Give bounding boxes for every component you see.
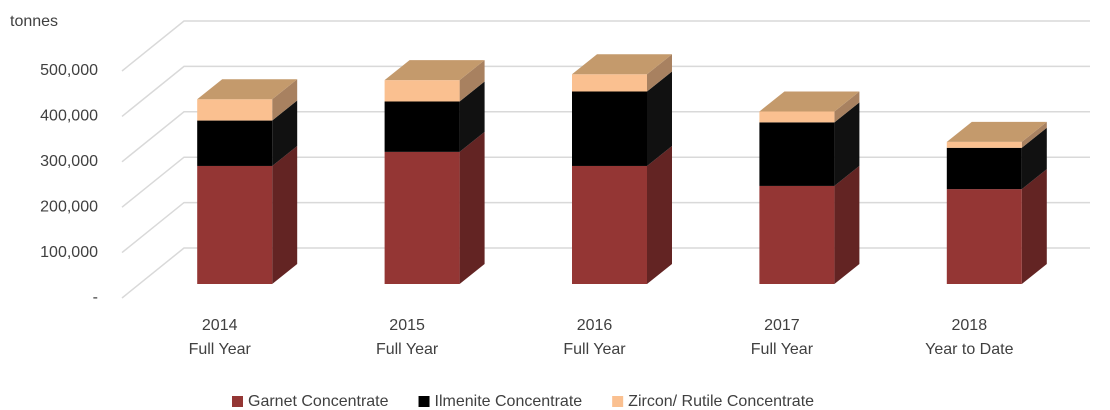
bar-side xyxy=(834,91,860,123)
legend-label: Ilmenite Concentrate xyxy=(435,393,583,410)
legend-swatch xyxy=(612,396,624,407)
x-tick-label: Full Year xyxy=(189,341,252,358)
bar-side xyxy=(647,71,672,166)
bar-side xyxy=(834,102,860,186)
bar-front xyxy=(759,185,835,284)
bar-top xyxy=(197,79,298,100)
bar-segment xyxy=(197,100,298,166)
bar-front xyxy=(384,80,460,102)
x-tick-label: Year to Date xyxy=(925,341,1013,358)
y-axis-label: tonnes xyxy=(10,13,58,30)
bar-front xyxy=(384,151,460,284)
y-tick-label: 300,000 xyxy=(40,153,98,170)
y-tick-label: - xyxy=(93,289,98,306)
legend-swatch xyxy=(232,396,243,407)
x-tick-label: Full Year xyxy=(376,341,439,358)
bar-front xyxy=(197,99,273,121)
grid-line xyxy=(121,20,1090,72)
bar-segment xyxy=(946,169,1047,284)
bar-front xyxy=(572,165,647,284)
bar-top xyxy=(759,91,860,112)
bar-segment xyxy=(946,121,1047,148)
legend-swatch xyxy=(418,396,430,407)
bar-front xyxy=(946,189,1022,284)
bar-side xyxy=(1021,121,1047,148)
bar-front xyxy=(946,147,1022,190)
bar-side xyxy=(647,145,672,284)
bar-segment xyxy=(572,54,672,92)
bar-top xyxy=(384,60,485,81)
bar-front xyxy=(197,165,273,284)
bar-front xyxy=(946,141,1022,148)
bar-top xyxy=(572,54,672,75)
legend-label: Zircon/ Rutile Concentrate xyxy=(628,393,814,410)
bar-segment xyxy=(759,165,860,284)
bar-front xyxy=(759,122,835,186)
x-tick-label: Full Year xyxy=(751,341,814,358)
bar-segment xyxy=(197,79,298,121)
bar-segment xyxy=(946,127,1047,190)
bar-top xyxy=(946,121,1047,142)
bar-side xyxy=(1021,127,1047,190)
bar-front xyxy=(384,101,460,152)
bar-front xyxy=(759,111,835,123)
legend-label: Garnet Concentrate xyxy=(248,393,389,410)
bar-segment xyxy=(384,60,485,102)
y-tick-label: 200,000 xyxy=(40,198,98,215)
bar-side xyxy=(1021,169,1047,284)
bar-side xyxy=(272,100,298,166)
bar-side xyxy=(647,54,672,92)
bar-segment xyxy=(384,81,485,152)
x-tick-label: 2014 xyxy=(202,317,238,334)
bar-front xyxy=(197,120,273,166)
x-tick-label: 2015 xyxy=(389,317,425,334)
bar-side xyxy=(459,131,485,284)
bar-front xyxy=(572,74,647,92)
bar-side xyxy=(272,145,298,284)
bar-segment xyxy=(759,91,860,123)
bar-side xyxy=(459,81,485,152)
x-tick-label: 2018 xyxy=(952,317,988,334)
bar-side xyxy=(459,60,485,102)
grid-line xyxy=(121,65,1090,117)
bar-segment xyxy=(572,71,672,166)
y-tick-label: 500,000 xyxy=(40,62,98,79)
bar-segment xyxy=(759,102,860,186)
x-tick-label: 2016 xyxy=(577,317,613,334)
bar-segment xyxy=(384,131,485,284)
y-tick-label: 100,000 xyxy=(40,244,98,261)
y-tick-label: 400,000 xyxy=(40,108,98,125)
x-tick-label: 2017 xyxy=(764,317,800,334)
x-tick-label: Full Year xyxy=(563,341,626,358)
bar-segment xyxy=(197,145,298,284)
bar-side xyxy=(272,79,298,121)
bar-segment xyxy=(572,145,672,284)
bar-side xyxy=(834,165,860,284)
bar-front xyxy=(572,91,647,166)
